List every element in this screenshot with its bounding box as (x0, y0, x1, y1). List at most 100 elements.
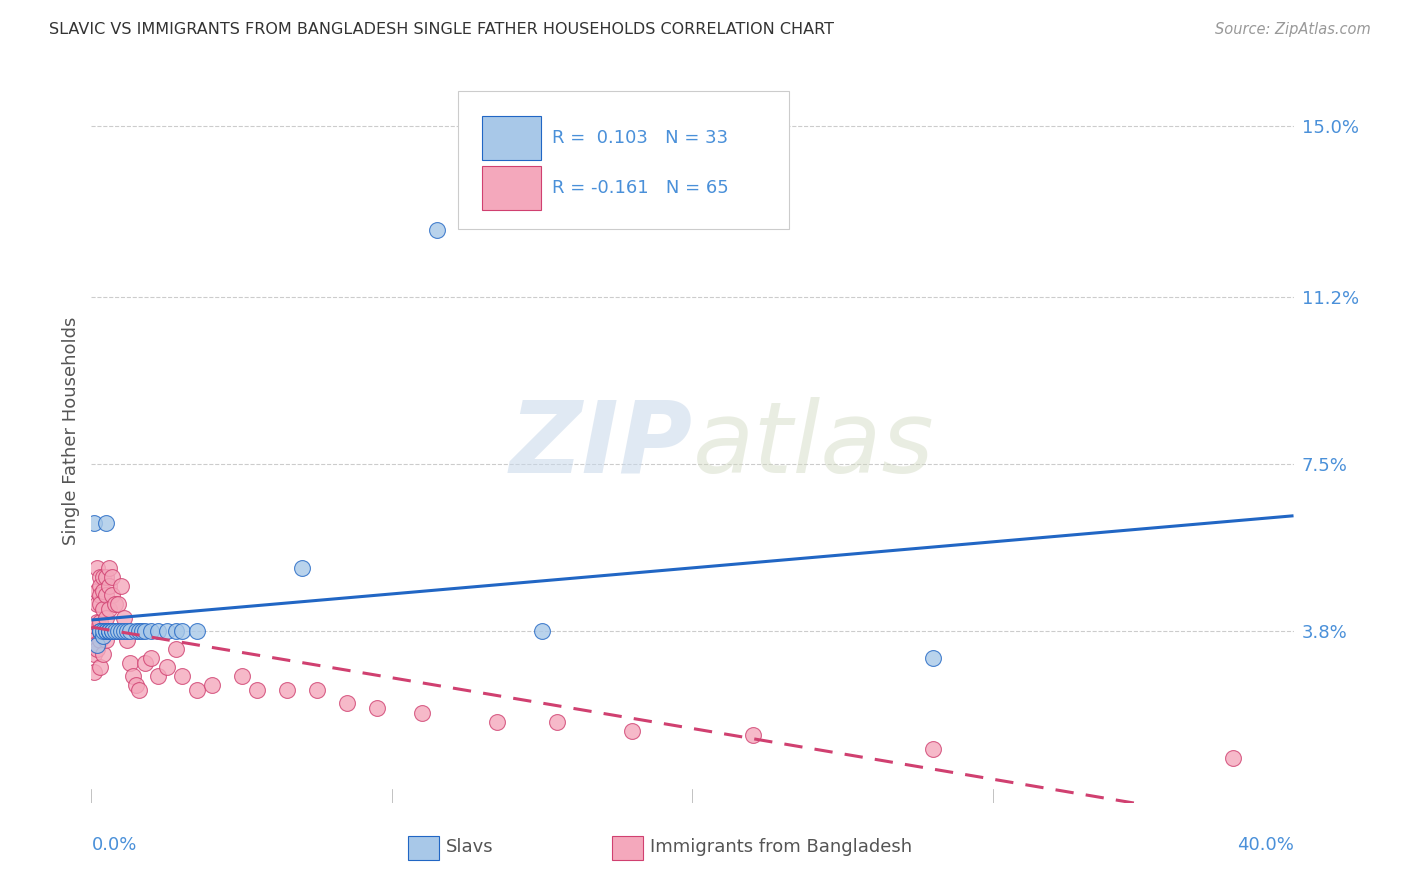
Point (155, 660, 177, 674)
Point (86, 597, 108, 611)
Point (120, 656, 142, 670)
Point (186, 624, 208, 639)
Point (411, 706, 433, 720)
Point (101, 588, 124, 602)
Point (96, 588, 118, 602)
Text: R =  0.103   N = 33: R = 0.103 N = 33 (551, 129, 728, 147)
Point (96, 624, 118, 639)
Point (89, 597, 111, 611)
FancyBboxPatch shape (612, 837, 643, 860)
Point (89, 624, 111, 639)
Point (336, 697, 359, 711)
Point (83, 647, 105, 661)
Point (104, 597, 127, 611)
Point (89, 615, 111, 630)
Point (291, 561, 314, 575)
Point (134, 656, 156, 670)
Point (128, 682, 150, 697)
Point (165, 642, 187, 657)
Point (128, 624, 150, 639)
Point (1222, 750, 1244, 764)
Point (83, 516, 105, 530)
Point (89, 579, 111, 593)
Point (117, 633, 139, 648)
Point (96, 633, 118, 648)
Point (98, 601, 121, 615)
FancyBboxPatch shape (482, 116, 541, 160)
Point (93, 624, 115, 639)
Point (366, 701, 388, 715)
Point (89, 633, 111, 648)
Point (107, 624, 129, 639)
Text: SLAVIC VS IMMIGRANTS FROM BANGLADESH SINGLE FATHER HOUSEHOLDS CORRELATION CHART: SLAVIC VS IMMIGRANTS FROM BANGLADESH SIN… (49, 22, 834, 37)
Point (93, 583, 115, 598)
Point (93, 601, 115, 615)
Point (114, 624, 136, 639)
Point (83, 665, 105, 679)
Point (89, 588, 111, 602)
Point (104, 624, 127, 639)
FancyBboxPatch shape (408, 837, 439, 860)
Point (741, 728, 763, 742)
Point (146, 669, 169, 683)
Text: Slavs: Slavs (446, 838, 494, 856)
Point (83, 638, 105, 652)
FancyBboxPatch shape (482, 166, 541, 210)
Point (110, 579, 132, 593)
Point (96, 611, 118, 625)
Point (93, 647, 115, 661)
Point (96, 624, 118, 639)
Point (96, 516, 118, 530)
Point (922, 741, 945, 756)
Point (86, 615, 108, 630)
Point (96, 570, 118, 584)
Y-axis label: Single Father Households: Single Father Households (62, 316, 80, 545)
Point (531, 624, 554, 639)
Point (246, 682, 269, 697)
Point (89, 570, 111, 584)
Point (122, 669, 145, 683)
Point (93, 570, 115, 584)
Point (276, 682, 298, 697)
Point (107, 597, 129, 611)
Point (117, 624, 139, 639)
Point (155, 624, 177, 639)
Point (107, 624, 129, 639)
Point (141, 651, 163, 665)
Point (101, 570, 124, 584)
Point (98, 624, 121, 639)
Point (120, 624, 142, 639)
Point (131, 624, 153, 639)
Point (98, 561, 121, 575)
Point (621, 723, 644, 738)
Point (83, 624, 105, 639)
Point (922, 651, 945, 665)
Text: Immigrants from Bangladesh: Immigrants from Bangladesh (651, 838, 912, 856)
Point (98, 624, 121, 639)
Point (170, 669, 193, 683)
Point (305, 682, 328, 697)
Text: 0.0%: 0.0% (91, 837, 136, 855)
Point (86, 561, 108, 575)
Point (125, 678, 148, 692)
Point (93, 624, 115, 639)
Point (231, 669, 253, 683)
Point (86, 583, 108, 598)
Point (98, 624, 121, 639)
Text: atlas: atlas (692, 397, 934, 494)
Point (201, 678, 224, 692)
Point (134, 624, 156, 639)
Point (86, 638, 108, 652)
Text: R = -0.161   N = 65: R = -0.161 N = 65 (551, 179, 728, 197)
Point (101, 624, 124, 639)
Point (101, 624, 124, 639)
Point (89, 660, 111, 674)
Point (83, 629, 105, 643)
Text: Source: ZipAtlas.com: Source: ZipAtlas.com (1215, 22, 1371, 37)
Point (546, 714, 568, 729)
Point (486, 714, 509, 729)
Point (125, 624, 148, 639)
Point (146, 624, 169, 639)
Point (101, 624, 124, 639)
Point (426, 222, 449, 236)
